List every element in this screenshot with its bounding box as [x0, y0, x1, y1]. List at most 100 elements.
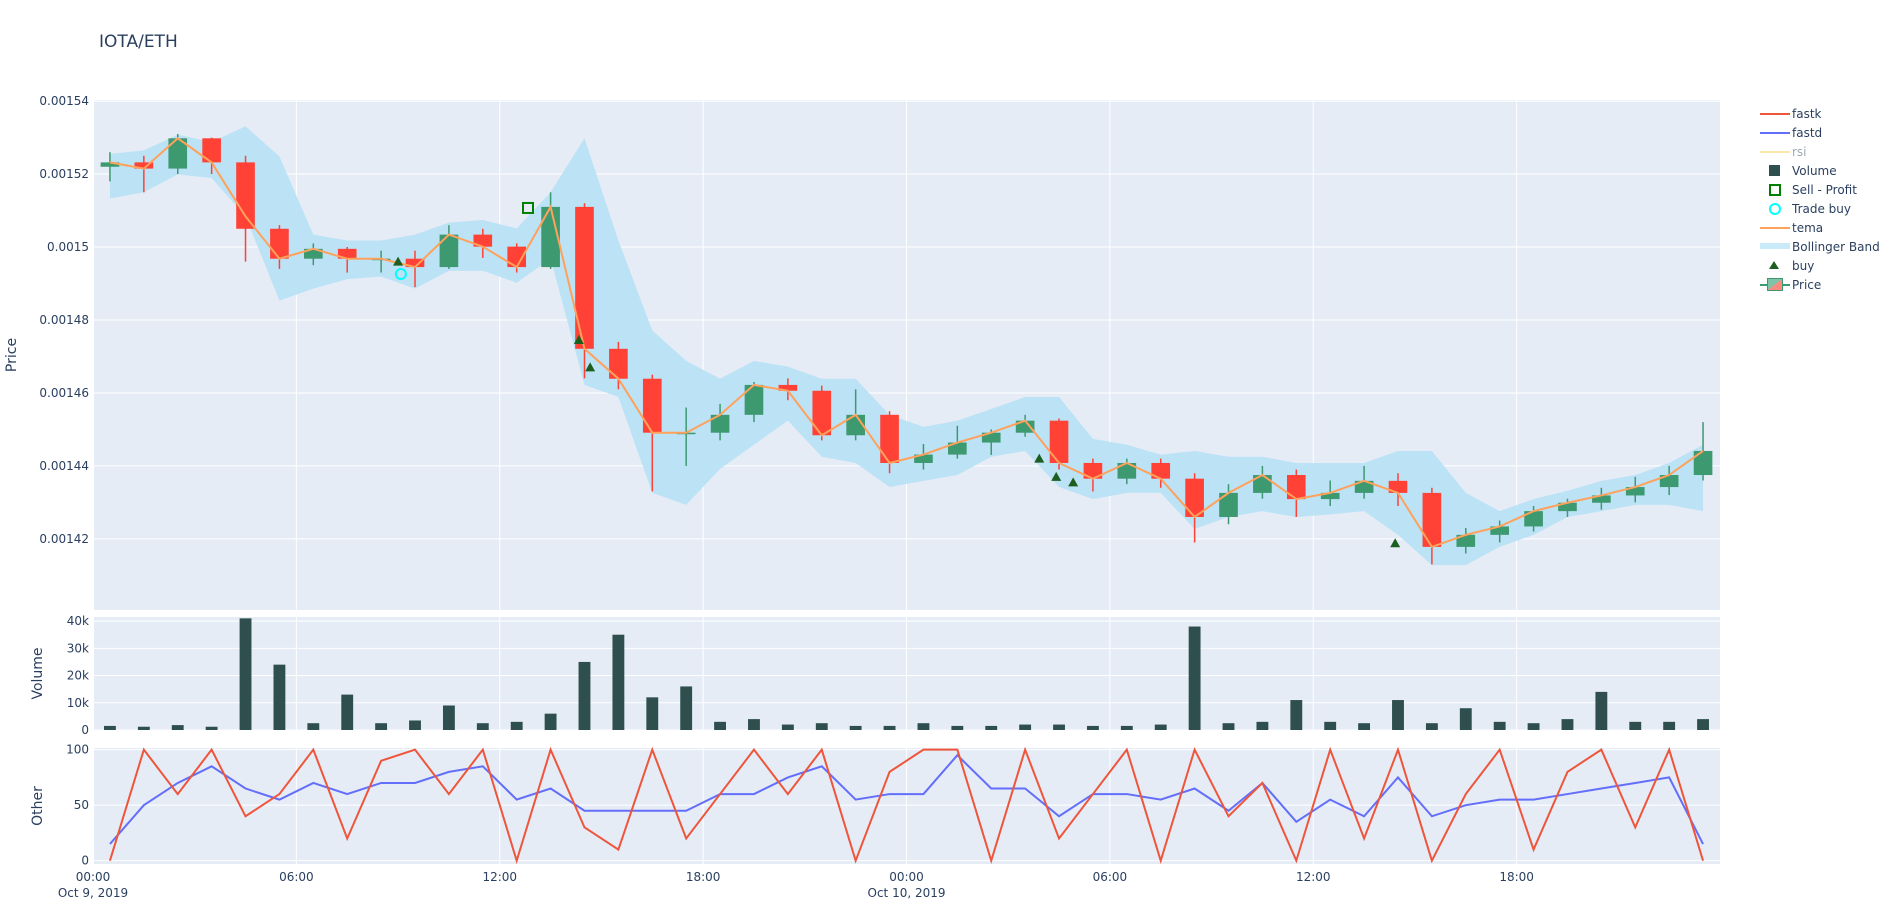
x-tick-date-label: Oct 10, 2019: [868, 886, 946, 900]
candle-body: [1524, 511, 1543, 527]
legend-label: Volume: [1792, 163, 1837, 178]
x-tick-label: 12:00: [1296, 870, 1331, 884]
volume-bar: [646, 697, 659, 730]
legend-item-rsi[interactable]: rsi: [1756, 142, 1880, 161]
legend-item-volume[interactable]: Volume: [1756, 161, 1880, 180]
candle: [744, 381, 764, 423]
volume-bar: [544, 713, 557, 730]
volume-bar: [171, 725, 184, 730]
candle-body: [609, 348, 628, 379]
price-y-tick-label: 0.0015: [47, 240, 89, 254]
legend-line-icon: [1756, 142, 1792, 161]
volume-bar: [1561, 719, 1574, 730]
legend-item-bollinger-band[interactable]: Bollinger Band: [1756, 237, 1880, 256]
trade-buy-marker: [394, 268, 407, 281]
legend-circle-open-icon: [1756, 199, 1792, 218]
price-y-tick-label: 0.00152: [39, 167, 89, 181]
candle: [1456, 527, 1476, 554]
legend-label: Trade buy: [1792, 201, 1851, 216]
legend-item-fastk[interactable]: fastk: [1756, 104, 1880, 123]
candle-body: [1015, 420, 1035, 433]
candle-body: [1185, 478, 1204, 517]
candle: [1422, 487, 1442, 565]
candle: [1015, 414, 1035, 437]
candle-body: [100, 162, 120, 167]
candle-body: [337, 248, 357, 259]
buy-marker: [1051, 471, 1062, 481]
buy-marker: [585, 362, 596, 372]
legend-item-fastd[interactable]: fastd: [1756, 123, 1880, 142]
other-y-tick-label: 100: [66, 743, 89, 757]
volume-bar: [375, 723, 388, 730]
candle: [236, 155, 255, 262]
fastk-line: [108, 746, 1705, 865]
candle-body: [744, 384, 764, 415]
candle: [710, 403, 730, 441]
legend-triangle-icon: [1756, 256, 1792, 275]
candle: [1354, 465, 1374, 499]
x-tick-label: 06:00: [279, 870, 314, 884]
volume-bar: [680, 686, 693, 730]
bollinger-band-area: [109, 126, 1704, 566]
candle-body: [1117, 462, 1137, 479]
candle-body: [981, 432, 1001, 443]
buy-marker: [393, 256, 404, 266]
volume-bar: [612, 634, 625, 730]
legend-item-buy[interactable]: buy: [1756, 256, 1880, 275]
volume-bar: [1527, 723, 1540, 730]
candle-body: [439, 234, 459, 268]
legend-item-sell-profit[interactable]: Sell - Profit: [1756, 180, 1880, 199]
legend-label: Bollinger Band: [1792, 239, 1880, 254]
legend-square-open-icon: [1756, 180, 1792, 199]
candle: [1185, 473, 1204, 543]
volume-bar: [578, 661, 591, 730]
volume-bar: [917, 723, 930, 730]
volume-axis-title: Volume: [30, 647, 46, 699]
candle-body: [236, 162, 255, 229]
price-axis-title: Price: [4, 338, 20, 372]
candle-body: [541, 206, 560, 268]
volume-bar: [1629, 721, 1642, 730]
candle-body: [270, 228, 289, 259]
candle-body: [1558, 502, 1577, 512]
candle-body: [1320, 492, 1340, 500]
legend-band-icon: [1756, 237, 1792, 256]
candle: [168, 133, 188, 175]
candle: [1490, 520, 1509, 543]
volume-bar: [1019, 724, 1032, 730]
tema-line: [109, 137, 1704, 549]
volume-bar: [341, 694, 354, 730]
candle: [304, 243, 323, 266]
legend-item-price[interactable]: Price: [1756, 275, 1880, 294]
candle-body: [880, 414, 899, 463]
legend-label: Price: [1792, 277, 1822, 292]
candle-body: [1422, 492, 1442, 547]
legend-item-trade-buy[interactable]: Trade buy: [1756, 199, 1880, 218]
volume-bar: [1053, 724, 1065, 730]
candle: [914, 444, 933, 470]
candle-body: [1049, 420, 1069, 463]
volume-bar: [104, 725, 116, 730]
candle: [439, 225, 459, 269]
legend-line-icon: [1756, 123, 1792, 142]
legend-label: fastd: [1792, 125, 1823, 140]
candle-body: [1456, 534, 1476, 547]
candle-body: [507, 246, 527, 268]
candle: [1659, 465, 1679, 496]
candle: [1083, 458, 1103, 492]
candle-body: [1693, 450, 1713, 476]
legend-item-tema[interactable]: tema: [1756, 218, 1880, 237]
chart-title: IOTA/ETH: [99, 32, 178, 52]
volume-y-tick-label: 30k: [67, 641, 89, 655]
volume-bar: [205, 726, 218, 730]
candle-body: [1354, 480, 1374, 493]
x-tick-label: 18:00: [686, 870, 721, 884]
candle-body: [710, 414, 730, 433]
legend-line-icon: [1756, 104, 1792, 123]
buy-marker: [573, 335, 584, 345]
candle: [1049, 418, 1069, 470]
volume-bar: [1358, 723, 1371, 730]
candle: [812, 385, 832, 441]
volume-bar: [273, 664, 286, 730]
